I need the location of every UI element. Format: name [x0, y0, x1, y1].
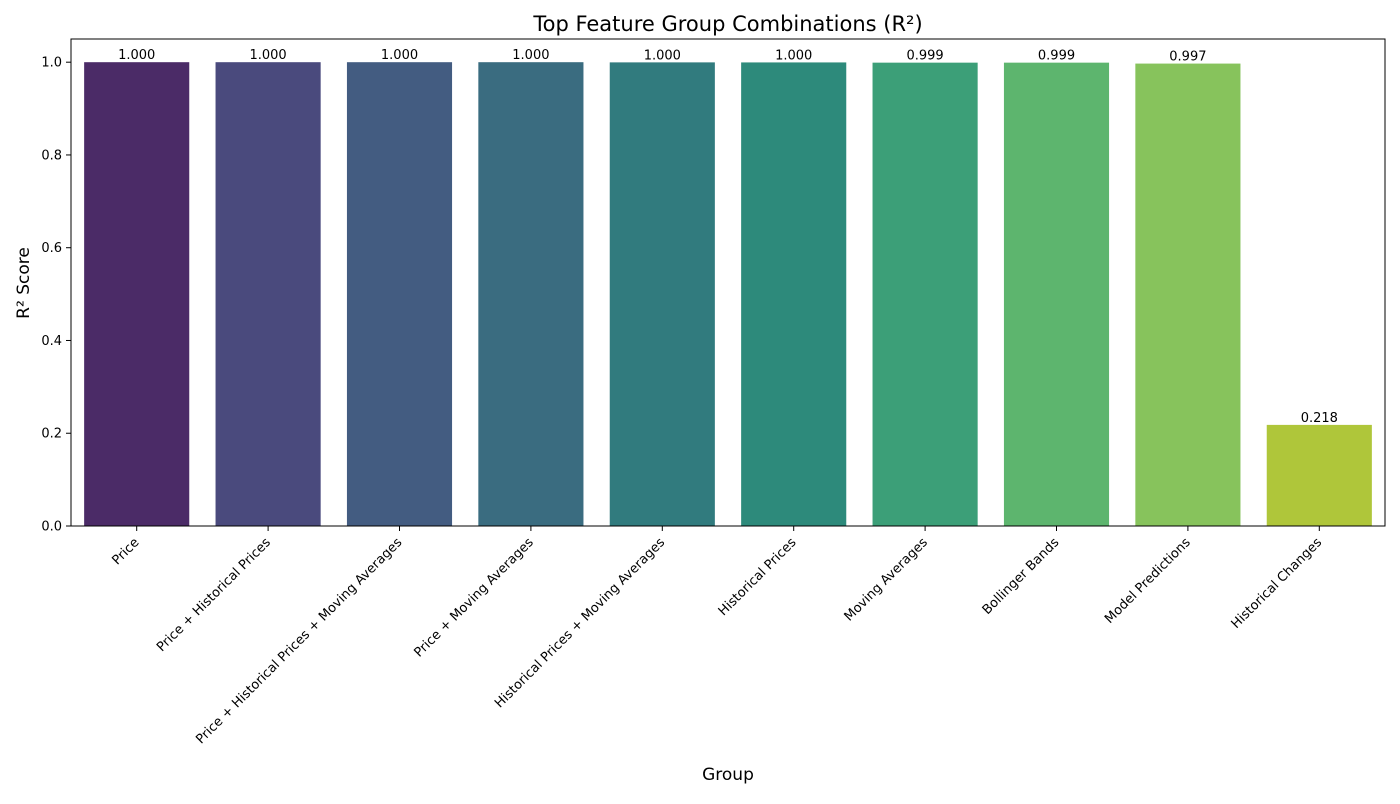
y-axis-ticks: 0.0 0.2 0.4 0.6 0.8 1.0: [41, 56, 71, 535]
bar-4: [478, 62, 584, 526]
x-tick-label-8: Bollinger Bands: [980, 535, 1063, 618]
bar-9: [1135, 63, 1241, 526]
bar-1: [84, 62, 190, 526]
x-axis-label: Group: [702, 765, 754, 785]
bar-10: [1266, 424, 1372, 526]
y-tick-label-4: 0.6: [41, 241, 62, 256]
y-tick-label-2: 0.2: [41, 427, 62, 442]
bar-7: [872, 62, 978, 526]
data-label-4: 1.000: [512, 48, 549, 63]
data-label-6: 1.000: [775, 48, 812, 63]
bar-3: [346, 62, 453, 526]
data-label-5: 1.000: [644, 48, 681, 63]
y-tick-label-3: 0.4: [41, 334, 62, 349]
x-tick-label-6: Historical Prices: [716, 535, 800, 619]
x-tick-label-4: Price + Moving Averages: [411, 535, 536, 660]
data-label-3: 1.000: [381, 48, 418, 63]
bar-2: [215, 62, 321, 526]
data-label-7: 0.999: [906, 49, 943, 64]
chart-title: Top Feature Group Combinations (R²): [532, 12, 922, 36]
bars-layer: [84, 62, 1372, 526]
x-tick-label-2: Price + Historical Prices: [154, 535, 274, 655]
plot-frame: [70, 38, 1386, 527]
bar-5: [609, 62, 715, 526]
y-tick-label-1: 0.0: [41, 520, 62, 535]
y-tick-label-5: 0.8: [41, 148, 62, 163]
bar-8: [1003, 62, 1110, 526]
bar-6: [741, 62, 847, 526]
y-axis-label: R² Score: [14, 247, 34, 319]
x-tick-label-10: Historical Changes: [1229, 535, 1326, 632]
x-tick-label-3: Price + Historical Prices + Moving Avera…: [193, 535, 405, 747]
data-label-8: 0.999: [1038, 49, 1075, 64]
x-tick-label-7: Moving Averages: [842, 535, 931, 624]
data-label-1: 1.000: [118, 48, 155, 63]
y-tick-label-6: 1.0: [41, 56, 62, 71]
data-label-2: 1.000: [249, 48, 286, 63]
data-label-10: 0.218: [1301, 411, 1338, 426]
x-tick-label-1: Price: [109, 535, 142, 568]
data-label-9: 0.997: [1169, 50, 1206, 65]
x-tick-label-9: Model Predictions: [1102, 535, 1194, 627]
data-labels-layer: 1.000 1.000 1.000 1.000 1.000 1.000 0.999 0.999…: [118, 48, 1338, 426]
